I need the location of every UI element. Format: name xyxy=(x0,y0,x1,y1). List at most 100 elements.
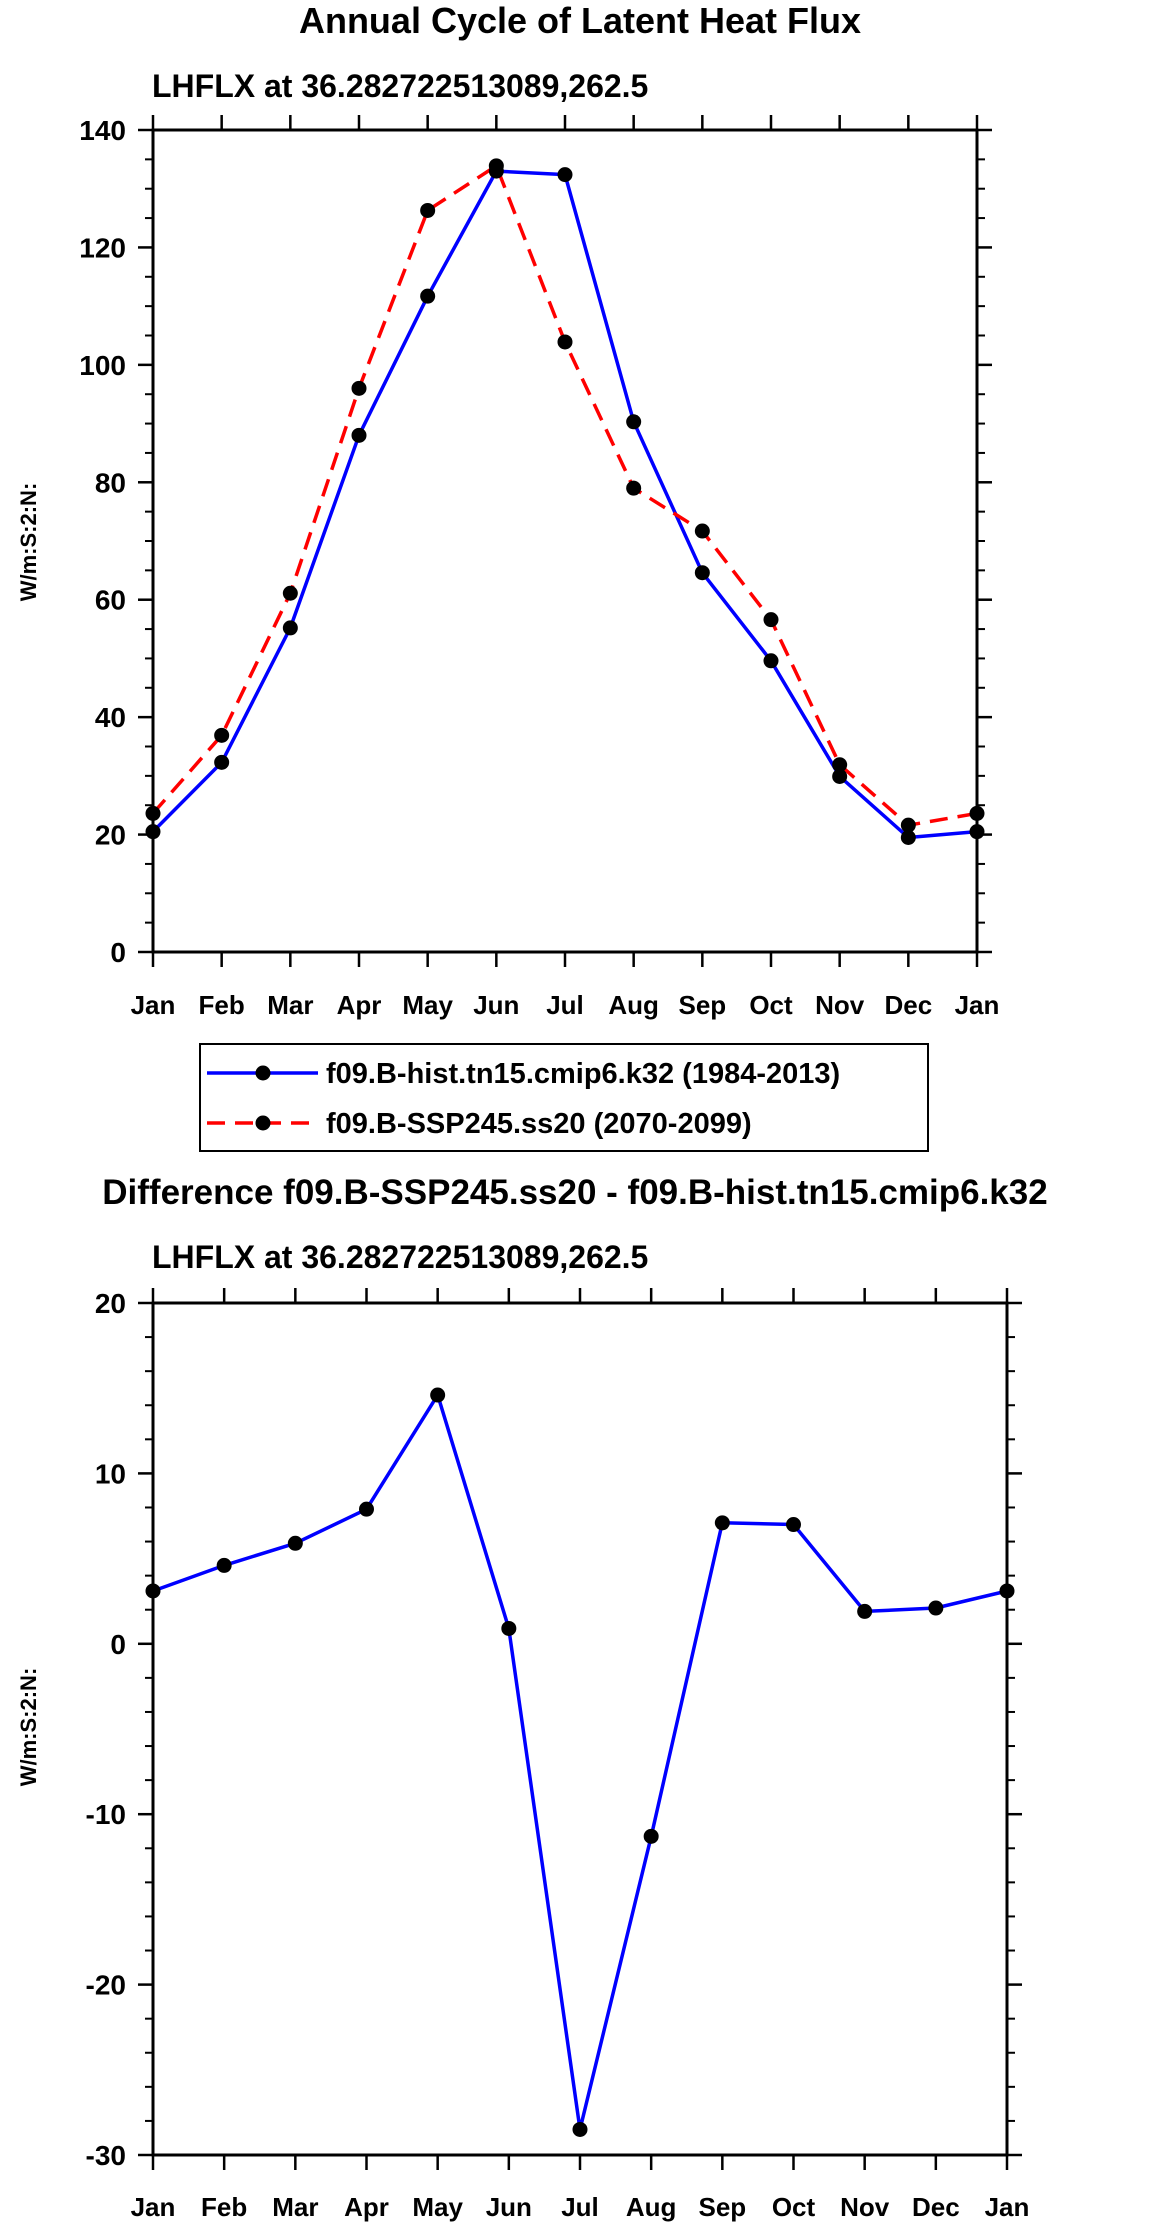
data-point xyxy=(763,653,779,669)
x-tick-label: Sep xyxy=(678,990,726,1020)
x-tick-label: Jan xyxy=(955,990,1000,1020)
data-point xyxy=(694,565,710,581)
data-point xyxy=(287,1535,303,1551)
data-point xyxy=(214,754,230,770)
data-point xyxy=(557,334,573,350)
data-point xyxy=(626,414,642,430)
data-point xyxy=(501,1620,517,1636)
legend-marker-ssp xyxy=(255,1115,271,1131)
data-point xyxy=(832,768,848,784)
x-tick-label: Aug xyxy=(626,2192,677,2222)
data-point xyxy=(999,1583,1015,1599)
data-point xyxy=(643,1828,659,1844)
data-point xyxy=(832,757,848,773)
x-tick-label: Nov xyxy=(815,990,865,1020)
data-point xyxy=(359,1501,374,1517)
y-tick-label: 0 xyxy=(110,937,126,968)
x-tick-label: Oct xyxy=(772,2192,816,2222)
panel1-y-axis-label: W/m:S:2:N: xyxy=(16,483,41,602)
data-point xyxy=(145,824,161,840)
data-point xyxy=(928,1600,944,1616)
y-tick-label: 140 xyxy=(79,115,126,146)
data-point xyxy=(900,817,916,833)
x-tick-label: Nov xyxy=(840,2192,890,2222)
x-tick-label: Sep xyxy=(698,2192,746,2222)
legend-label-ssp: f09.B-SSP245.ss20 (2070-2099) xyxy=(326,1108,752,1140)
data-point xyxy=(786,1517,801,1533)
data-point xyxy=(430,1387,446,1403)
data-point xyxy=(351,380,367,396)
panel1-y-tick-labels: 0 20 40 60 80 100 120 140 xyxy=(79,115,126,968)
panel1-x-tick-labels: Jan Feb Mar Apr May Jun Jul Aug Sep Oct Nov Dec Jan xyxy=(131,990,1000,1020)
data-point xyxy=(694,523,710,539)
x-tick-label: Feb xyxy=(201,2192,247,2222)
series-line-1 xyxy=(151,169,978,840)
y-tick-label: -30 xyxy=(86,2140,126,2171)
panel2-subtitle: LHFLX at 36.282722513089,262.5 xyxy=(152,1239,648,1275)
x-tick-label: Oct xyxy=(749,990,793,1020)
data-point xyxy=(969,805,985,821)
data-point xyxy=(857,1603,873,1619)
data-point xyxy=(216,1557,232,1573)
legend-label-hist: f09.B-hist.tn15.cmip6.k32 (1984-2013) xyxy=(326,1058,840,1090)
data-point xyxy=(282,585,298,601)
x-tick-label: May xyxy=(402,990,453,1020)
data-point xyxy=(969,824,985,840)
panel2-y-tick-labels: -30 -20 -10 0 10 20 xyxy=(86,1288,126,2171)
legend-box xyxy=(199,1043,929,1152)
panel2-y-axis-label: W/m:S:2:N: xyxy=(16,1668,41,1787)
panel2-plot-frame xyxy=(151,1301,1009,2157)
y-tick-label: 80 xyxy=(95,467,126,498)
panel1-ticks xyxy=(138,115,992,967)
x-tick-label: Jan xyxy=(985,2192,1030,2222)
y-tick-label: 10 xyxy=(95,1458,126,1489)
panel2-ticks xyxy=(138,1288,1022,2170)
difference-panel: Difference f09.B-SSP245.ss20 - f09.B-his… xyxy=(16,1173,1048,2222)
panel2-title: Difference f09.B-SSP245.ss20 - f09.B-his… xyxy=(102,1173,1047,1212)
data-point xyxy=(145,1583,161,1599)
y-tick-label: 20 xyxy=(95,820,126,851)
data-point xyxy=(282,620,298,636)
data-point xyxy=(145,805,161,821)
x-tick-label: Aug xyxy=(608,990,659,1020)
data-point xyxy=(214,727,230,743)
y-tick-label: 120 xyxy=(79,232,126,263)
y-tick-label: 0 xyxy=(110,1629,126,1660)
x-tick-label: Apr xyxy=(344,2192,389,2222)
y-tick-label: -20 xyxy=(86,1970,126,2001)
x-tick-label: Jun xyxy=(473,990,519,1020)
x-tick-label: Jun xyxy=(486,2192,532,2222)
panel1-title: Annual Cycle of Latent Heat Flux xyxy=(299,0,861,41)
data-point xyxy=(714,1515,730,1531)
panel1-plot-frame xyxy=(151,128,979,954)
data-point xyxy=(488,158,504,174)
y-tick-label: 60 xyxy=(95,585,126,616)
series-line-1 xyxy=(152,1393,1008,2132)
data-point xyxy=(351,427,367,443)
data-point xyxy=(420,202,436,218)
x-tick-label: Dec xyxy=(912,2192,960,2222)
data-point xyxy=(626,480,642,496)
y-tick-label: 100 xyxy=(79,350,126,381)
series-line-2 xyxy=(151,164,978,827)
panel2-series xyxy=(145,1387,1015,2137)
x-tick-label: Dec xyxy=(884,990,932,1020)
y-tick-label: -10 xyxy=(86,1799,126,1830)
x-tick-label: Feb xyxy=(199,990,245,1020)
x-tick-label: Mar xyxy=(267,990,313,1020)
data-point xyxy=(557,167,573,183)
data-point xyxy=(763,612,779,628)
y-tick-label: 20 xyxy=(95,1288,126,1319)
legend-marker-hist xyxy=(255,1065,271,1081)
x-tick-label: Apr xyxy=(337,990,382,1020)
y-tick-label: 40 xyxy=(95,702,126,733)
panel1-subtitle: LHFLX at 36.282722513089,262.5 xyxy=(152,68,648,104)
x-tick-label: May xyxy=(412,2192,463,2222)
annual-cycle-panel: Annual Cycle of Latent Heat Flux LHFLX a… xyxy=(16,0,1000,1152)
legend: f09.B-hist.tn15.cmip6.k32 (1984-2013) f0… xyxy=(199,1043,929,1152)
x-tick-label: Jul xyxy=(546,990,584,1020)
panel2-x-tick-labels: Jan Feb Mar Apr May Jun Jul Aug Sep Oct Nov Dec Jan xyxy=(131,2192,1030,2222)
x-tick-label: Jan xyxy=(131,2192,176,2222)
data-point xyxy=(572,2121,588,2137)
